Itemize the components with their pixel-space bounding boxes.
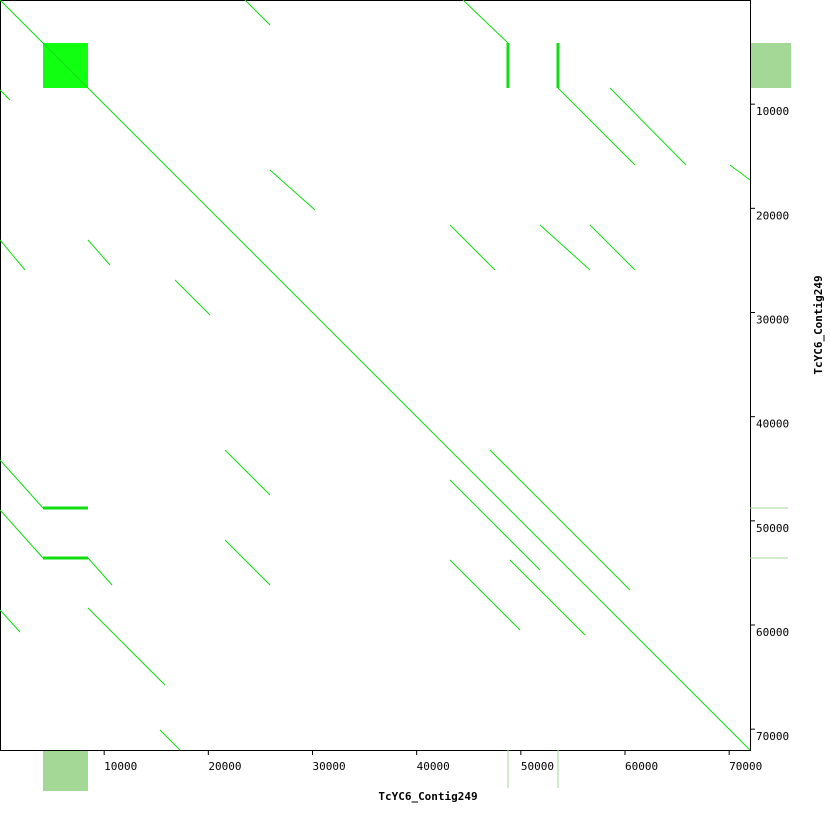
y-tick-label: 70000 [756, 730, 789, 743]
match-segment [0, 0, 751, 751]
x-tick-label: 30000 [313, 760, 346, 773]
match-segment [87, 239, 111, 266]
match-segment [489, 449, 631, 591]
x-tick-label: 60000 [625, 760, 658, 773]
match-segment [87, 607, 166, 686]
y-coverage [751, 43, 791, 88]
match-segment [449, 559, 521, 631]
y-tick-label: 60000 [756, 626, 789, 639]
x-tick-label: 40000 [417, 760, 450, 773]
match-segment [159, 729, 181, 751]
match-segment [0, 509, 44, 559]
x-tick-label: 70000 [729, 760, 762, 773]
match-segment [224, 449, 271, 496]
y-tick-label: 50000 [756, 522, 789, 535]
match-segment [0, 609, 21, 633]
x-coverage [43, 751, 88, 791]
x-tick-label: 10000 [104, 760, 137, 773]
match-segment [539, 224, 591, 271]
y-tick-label: 10000 [756, 105, 789, 118]
y-axis-label: TcYC6_Contig249 [812, 275, 825, 374]
match-segment [269, 169, 316, 211]
y-tick-label: 30000 [756, 314, 789, 327]
match-segment [0, 89, 11, 101]
x-tick-label: 20000 [208, 760, 241, 773]
match-segment [244, 0, 271, 26]
match-segment [557, 87, 636, 166]
y-tick-label: 20000 [756, 209, 789, 222]
match-segment [609, 87, 687, 166]
match-segment [449, 479, 541, 571]
match-segment [462, 0, 509, 44]
match-segment [87, 557, 113, 586]
y-tick-label: 40000 [756, 418, 789, 431]
match-segment [589, 224, 636, 271]
match-segment [224, 539, 271, 586]
x-tick-label: 50000 [521, 760, 554, 773]
match-segment [0, 459, 44, 509]
match-segment [449, 224, 496, 271]
match-segment [509, 559, 586, 636]
match-segment [0, 239, 26, 271]
x-axis-label: TcYC6_Contig249 [378, 790, 477, 803]
match-segment [729, 164, 751, 181]
match-segment [174, 279, 211, 316]
